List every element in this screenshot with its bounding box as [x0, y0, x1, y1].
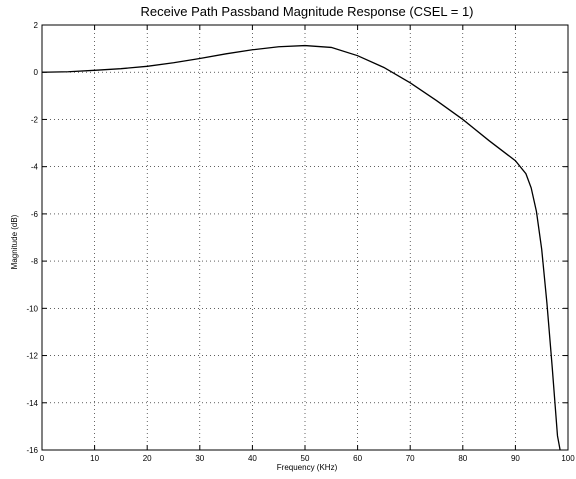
x-axis-label: Frequency (KHz)	[277, 463, 338, 472]
x-tick-label: 60	[353, 454, 362, 463]
tick-labels: 0 10 20 30 40 50 60 70 80 90 10020-2-4-6-8-10-12-1…	[26, 21, 575, 463]
x-tick-label: 30	[195, 454, 204, 463]
x-tick-label: 0	[40, 454, 45, 463]
y-tick-label: -2	[31, 115, 39, 124]
y-tick-label: -12	[26, 352, 38, 361]
x-tick-label: 90	[511, 454, 520, 463]
y-tick-label: -10	[26, 304, 38, 313]
y-axis-label: Magnitude (dB)	[10, 214, 19, 269]
y-tick-label: 0	[34, 68, 39, 77]
x-tick-label: 80	[458, 454, 467, 463]
ticks	[41, 24, 569, 451]
x-tick-label: 10	[90, 454, 99, 463]
series-line	[41, 44, 561, 451]
x-tick-label: 20	[143, 454, 152, 463]
grid	[42, 25, 568, 450]
y-tick-label: -6	[31, 210, 39, 219]
y-tick-label: 2	[34, 21, 39, 30]
x-tick-label: 40	[248, 454, 257, 463]
y-tick-label: -4	[31, 163, 39, 172]
x-tick-label: 50	[301, 454, 310, 463]
x-tick-label: 70	[406, 454, 415, 463]
chart-title: Receive Path Passband Magnitude Response…	[140, 4, 473, 19]
y-tick-label: -8	[31, 257, 39, 266]
y-tick-label: -14	[26, 399, 38, 408]
x-tick-label: 100	[561, 454, 575, 463]
y-tick-label: -16	[26, 446, 38, 455]
